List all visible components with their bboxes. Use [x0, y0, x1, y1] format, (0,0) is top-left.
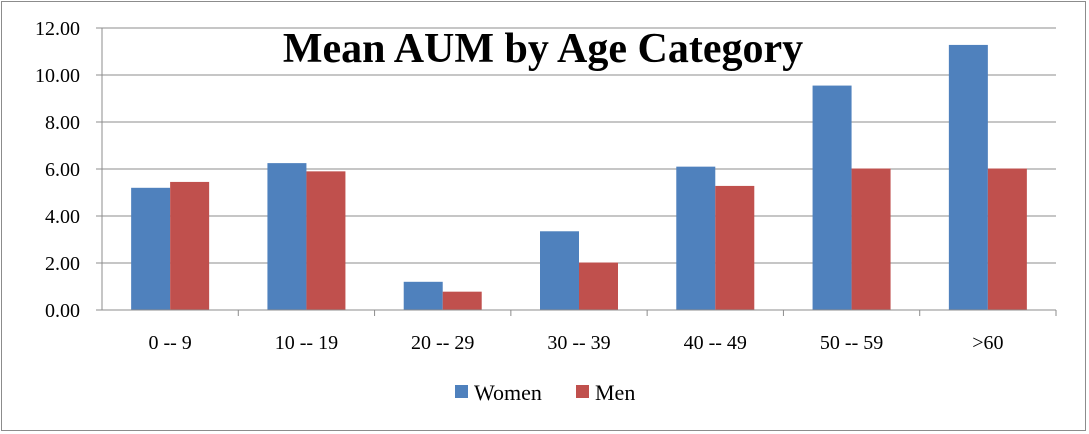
- axes: [101, 28, 1057, 316]
- bar-men: [851, 168, 891, 310]
- y-tick-label: 2.00: [45, 253, 80, 275]
- x-tick-label: >60: [972, 332, 1003, 354]
- bar-women: [812, 85, 852, 310]
- x-tick-label: 10 -- 19: [275, 332, 338, 354]
- y-tick-label: 0.00: [45, 300, 80, 322]
- legend-label-women: Women: [474, 380, 542, 405]
- y-tick-label: 12.00: [35, 18, 80, 40]
- bar-men: [442, 291, 482, 310]
- y-tick-label: 4.00: [45, 206, 80, 228]
- x-tick-label: 40 -- 49: [684, 332, 747, 354]
- bar-women: [131, 187, 171, 310]
- y-tick-label: 10.00: [35, 65, 80, 87]
- bar-men: [987, 168, 1027, 310]
- x-tick-label: 50 -- 59: [820, 332, 883, 354]
- bar-women: [676, 166, 716, 310]
- chart-title: Mean AUM by Age Category: [283, 26, 803, 72]
- bar-women: [403, 281, 443, 310]
- legend-label-men: Men: [595, 380, 635, 405]
- x-tick-label: 0 -- 9: [148, 332, 191, 354]
- bar-men: [579, 262, 618, 310]
- legend-swatch-women: [455, 385, 468, 398]
- bar-men: [170, 181, 210, 310]
- y-tick-labels: 0.00 2.00 4.00 6.00 8.00 10.00 12.00: [35, 18, 80, 322]
- bar-men: [306, 171, 346, 310]
- x-tick-label: 20 -- 29: [411, 332, 474, 354]
- legend-swatch-men: [576, 385, 589, 398]
- gridlines: [96, 27, 1056, 311]
- bar-women: [267, 163, 307, 310]
- bars: [131, 44, 1027, 311]
- x-tick-labels: 0 -- 9 10 -- 19 20 -- 29 30 -- 39 40 -- 49 50…: [148, 332, 1003, 354]
- bar-men: [715, 185, 755, 310]
- bar-women: [948, 44, 988, 311]
- y-tick-label: 8.00: [45, 112, 80, 134]
- y-tick-label: 6.00: [45, 159, 80, 181]
- bar-women: [540, 231, 579, 310]
- legend: Women Men: [455, 380, 635, 405]
- x-tick-label: 30 -- 39: [547, 332, 610, 354]
